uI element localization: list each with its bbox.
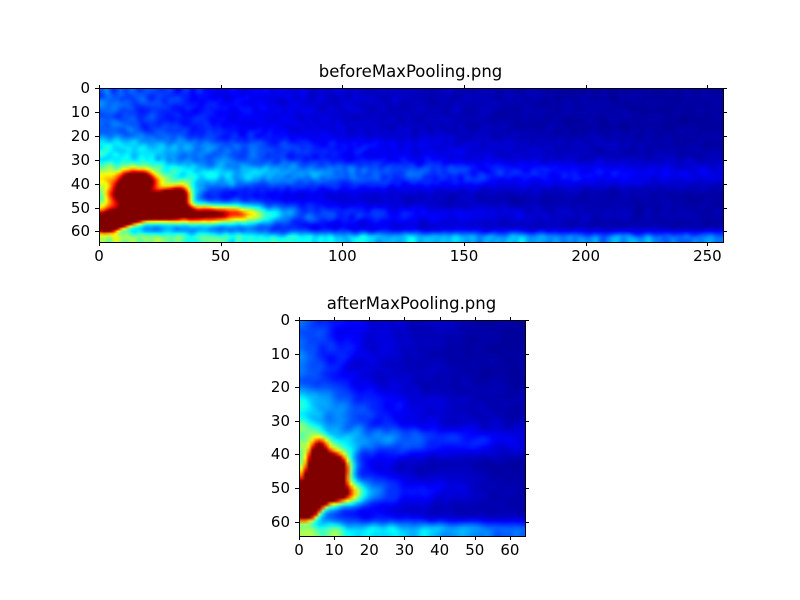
x-tick-mark-top	[99, 85, 100, 89]
x-tick-label: 60	[500, 541, 520, 559]
y-tick-mark	[295, 488, 299, 489]
y-tick-label: 40	[70, 174, 90, 193]
x-tick-mark	[404, 536, 405, 540]
y-tick-label: 30	[270, 411, 290, 430]
y-tick-mark-right	[525, 421, 529, 422]
y-tick-mark-right	[723, 184, 727, 185]
y-tick-label: 40	[270, 445, 290, 464]
x-tick-mark-top	[334, 317, 335, 321]
y-tick-mark	[295, 454, 299, 455]
y-tick-mark	[95, 160, 99, 161]
y-tick-mark-right	[525, 387, 529, 388]
heatmap-canvas-before	[100, 89, 723, 242]
y-tick-label: 20	[70, 126, 90, 145]
x-tick-mark-top	[440, 317, 441, 321]
x-tick-label: 20	[359, 541, 379, 559]
y-tick-mark	[95, 112, 99, 113]
y-tick-mark	[295, 354, 299, 355]
x-tick-label: 0	[294, 541, 304, 559]
x-tick-mark	[586, 242, 587, 246]
x-tick-mark-top	[221, 85, 222, 89]
y-tick-mark-right	[723, 88, 727, 89]
x-tick-mark	[440, 536, 441, 540]
y-tick-mark-right	[525, 320, 529, 321]
x-tick-mark-top	[707, 85, 708, 89]
y-tick-mark-right	[723, 231, 727, 232]
x-tick-label: 200	[571, 247, 601, 265]
y-tick-mark-right	[723, 136, 727, 137]
x-tick-mark	[369, 536, 370, 540]
y-tick-mark	[295, 320, 299, 321]
x-tick-mark-top	[464, 85, 465, 89]
y-tick-mark	[295, 421, 299, 422]
y-tick-label: 10	[270, 344, 290, 363]
x-tick-mark	[707, 242, 708, 246]
y-tick-label: 30	[70, 150, 90, 169]
y-tick-mark-right	[525, 354, 529, 355]
y-tick-mark	[95, 208, 99, 209]
x-tick-label: 10	[324, 541, 344, 559]
axes-title-after-max-pooling: afterMaxPooling.png	[326, 294, 497, 313]
y-tick-mark	[95, 231, 99, 232]
y-tick-mark	[95, 88, 99, 89]
x-tick-mark-top	[475, 317, 476, 321]
x-tick-label: 40	[430, 541, 450, 559]
y-tick-mark-right	[525, 522, 529, 523]
x-tick-label: 250	[693, 247, 722, 265]
y-tick-mark-right	[723, 208, 727, 209]
x-tick-mark	[510, 536, 511, 540]
x-tick-mark	[299, 536, 300, 540]
x-tick-label: 50	[211, 247, 231, 265]
y-tick-mark	[95, 136, 99, 137]
x-tick-mark	[475, 536, 476, 540]
x-tick-mark	[221, 242, 222, 246]
heatmap-before-max-pooling	[99, 88, 724, 243]
y-tick-label: 50	[70, 198, 90, 217]
y-tick-label: 10	[70, 102, 90, 121]
x-tick-mark-top	[586, 85, 587, 89]
x-tick-mark	[99, 242, 100, 246]
y-tick-label: 20	[270, 378, 290, 397]
x-tick-label: 100	[328, 247, 357, 265]
x-tick-label: 50	[465, 541, 485, 559]
y-tick-mark	[295, 387, 299, 388]
y-tick-mark-right	[723, 112, 727, 113]
heatmap-canvas-after	[300, 321, 525, 536]
y-tick-label: 0	[80, 79, 90, 97]
heatmap-after-max-pooling	[299, 320, 526, 537]
x-tick-mark-top	[369, 317, 370, 321]
x-tick-mark-top	[404, 317, 405, 321]
y-tick-mark-right	[525, 454, 529, 455]
y-tick-label: 60	[70, 222, 90, 241]
x-tick-mark	[464, 242, 465, 246]
x-tick-mark-top	[342, 85, 343, 89]
y-tick-label: 50	[270, 478, 290, 497]
y-tick-mark-right	[723, 160, 727, 161]
x-tick-mark	[334, 536, 335, 540]
x-tick-label: 0	[94, 247, 104, 265]
x-tick-label: 30	[394, 541, 415, 559]
x-tick-label: 150	[449, 247, 479, 265]
y-tick-mark-right	[525, 488, 529, 489]
x-tick-mark-top	[510, 317, 511, 321]
axes-title-before-max-pooling: beforeMaxPooling.png	[318, 62, 503, 81]
y-tick-label: 60	[270, 512, 290, 531]
y-tick-mark	[295, 522, 299, 523]
y-tick-label: 0	[280, 311, 290, 329]
y-tick-mark	[95, 184, 99, 185]
x-tick-mark-top	[299, 317, 300, 321]
x-tick-mark	[342, 242, 343, 246]
